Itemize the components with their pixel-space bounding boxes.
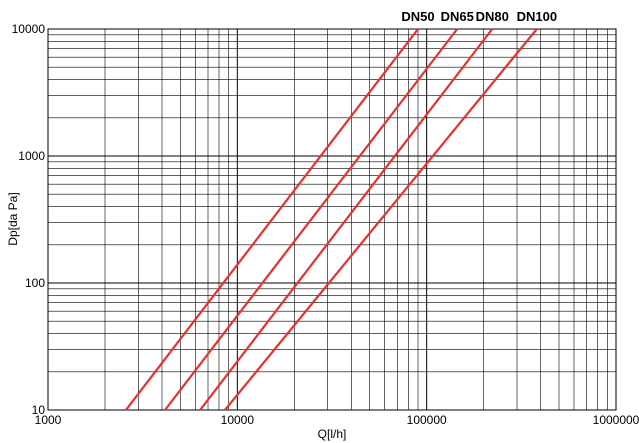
series-line-dn80 xyxy=(199,28,494,411)
grid xyxy=(48,29,616,410)
series-lines xyxy=(125,28,538,411)
series-labels: DN50 DN65 DN80 DN100 xyxy=(401,9,557,24)
series-label-dn100: DN100 xyxy=(517,9,557,24)
series-label-dn50: DN50 xyxy=(401,9,434,24)
series-label-dn80: DN80 xyxy=(476,9,509,24)
x-tick-label: 1000000 xyxy=(593,413,639,427)
x-tick-label: 1000 xyxy=(35,413,62,427)
x-tick-label: 10000 xyxy=(221,413,255,427)
series-line-dn65 xyxy=(164,28,459,411)
y-tick-label: 1000 xyxy=(18,149,45,163)
series-label-dn65: DN65 xyxy=(441,9,474,24)
series-line-dn100 xyxy=(224,28,538,411)
y-axis-label: Dp[da Pa] xyxy=(6,192,20,245)
y-tick-label: 10000 xyxy=(12,22,46,36)
y-tick-label: 100 xyxy=(25,276,45,290)
x-axis-label: Q[l/h] xyxy=(318,427,347,441)
x-tick-label: 100000 xyxy=(407,413,447,427)
y-tick-label: 10 xyxy=(32,403,46,417)
series-line-dn50 xyxy=(125,28,419,411)
plot-area xyxy=(47,28,617,411)
tick-labels: 1000 10000 100000 1000000 10 100 1000 10000 xyxy=(12,22,639,427)
